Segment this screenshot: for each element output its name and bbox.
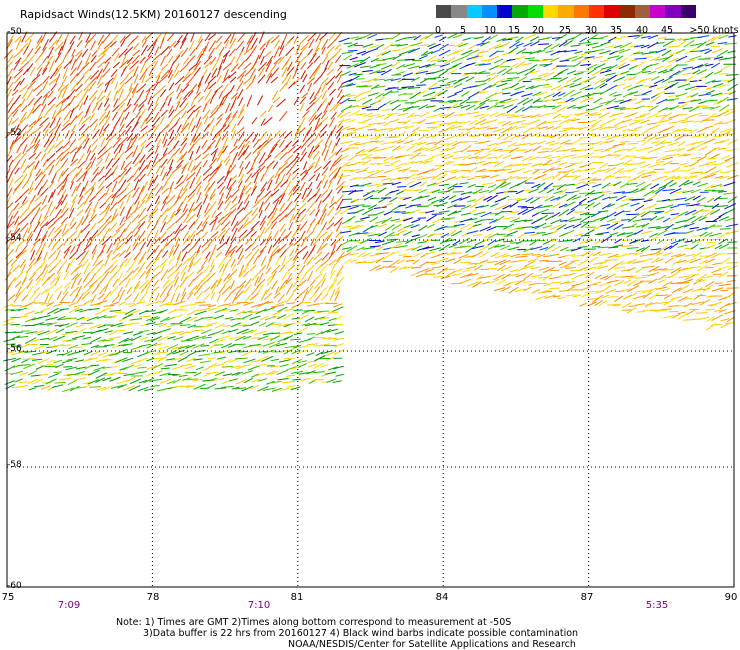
- lat-label: -60: [7, 581, 22, 591]
- legend-label-25: 25: [558, 25, 572, 36]
- map-title: Rapidsact Winds(12.5KM) 20160127 descend…: [20, 8, 287, 21]
- lat-lon-grid: [7, 33, 734, 587]
- legend-label-40: 40: [635, 25, 649, 36]
- legend-swatch: [481, 5, 498, 18]
- pass-time-label: 5:35: [645, 600, 669, 611]
- legend-swatch: [588, 5, 605, 18]
- lat-label: -54: [7, 233, 22, 243]
- legend-label-0: 0: [434, 25, 442, 36]
- legend-label-30: 30: [584, 25, 598, 36]
- note-line-2: 3)Data buffer is 22 hrs from 20160127 4)…: [143, 628, 579, 639]
- credits-line: NOAA/NESDIS/Center for Satellite Applica…: [288, 639, 576, 650]
- lon-label: 78: [146, 592, 160, 603]
- legend-swatch: [451, 5, 467, 18]
- lon-label: 81: [290, 592, 304, 603]
- legend-swatch: [543, 5, 559, 18]
- legend-swatch: [604, 5, 620, 18]
- legend-swatch: [619, 5, 635, 18]
- legend-swatch: [527, 5, 544, 18]
- legend-label-50-plus: >50 knots: [689, 25, 739, 36]
- legend-label-35: 35: [609, 25, 623, 36]
- lon-label: 75: [1, 592, 15, 603]
- legend-label-20: 20: [531, 25, 545, 36]
- lat-label: -56: [7, 344, 22, 354]
- lon-label: 87: [580, 592, 594, 603]
- map-frame: [6, 32, 735, 588]
- lon-label: 84: [435, 592, 449, 603]
- legend-swatch: [466, 5, 482, 18]
- legend-label-15: 15: [507, 25, 521, 36]
- legend-color-bar: [436, 5, 697, 18]
- legend-swatch: [665, 5, 681, 18]
- lon-label: 90: [724, 592, 738, 603]
- legend-label-5: 5: [459, 25, 467, 36]
- legend-label-10: 10: [483, 25, 497, 36]
- lat-label: -50: [7, 27, 22, 37]
- note-line-1: Note: 1) Times are GMT 2)Times along bot…: [116, 617, 512, 628]
- pass-time-label: 7:09: [57, 600, 81, 611]
- lat-label: -52: [7, 128, 22, 138]
- legend-swatch: [650, 5, 666, 18]
- legend-swatch: [558, 5, 574, 18]
- legend-swatch: [436, 5, 452, 18]
- lat-label: -58: [7, 460, 22, 470]
- legend-swatch: [680, 5, 697, 18]
- legend-label-45: 45: [660, 25, 674, 36]
- pass-time-label: 7:10: [247, 600, 271, 611]
- legend-swatch: [634, 5, 651, 18]
- legend-swatch: [497, 5, 513, 18]
- wind-barbs-layer: [2, 31, 739, 393]
- legend-swatch: [512, 5, 528, 18]
- legend-swatch: [573, 5, 589, 18]
